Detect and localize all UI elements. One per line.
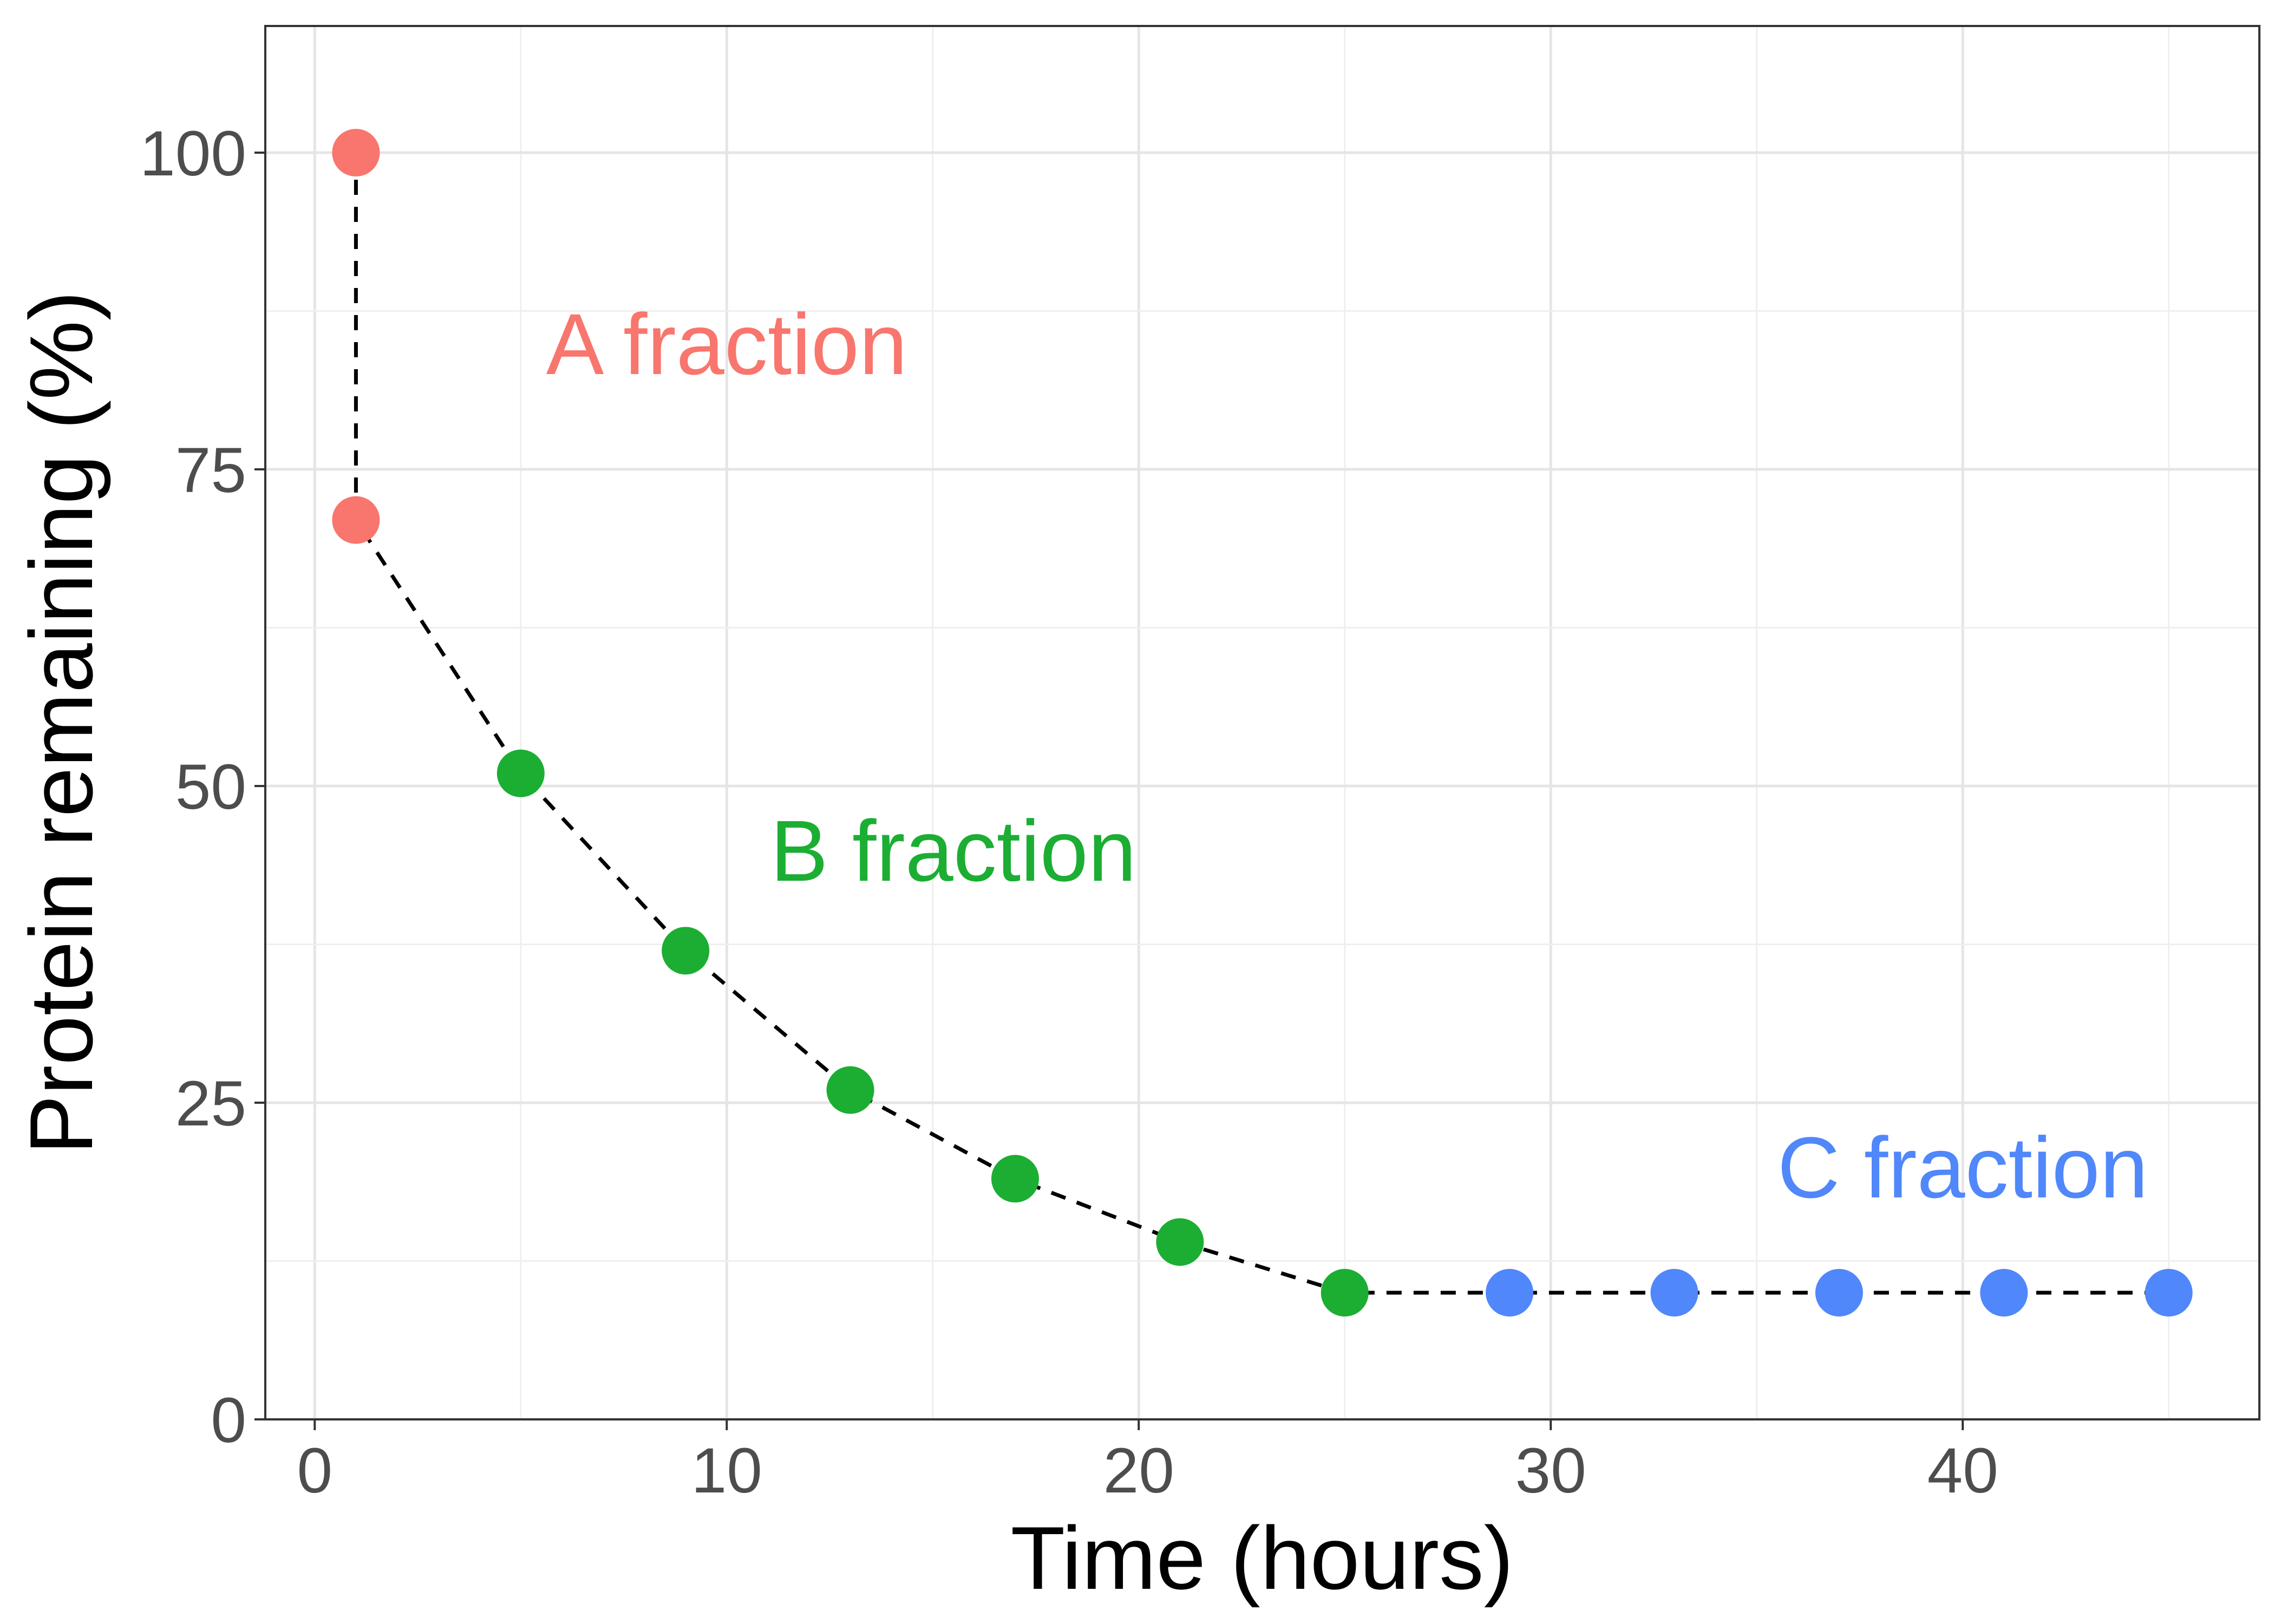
y-tick-label: 25 <box>175 1068 246 1140</box>
x-tick-label: 40 <box>1927 1435 1998 1507</box>
data-point-b-fraction <box>496 749 545 797</box>
y-tick-label: 100 <box>140 118 246 189</box>
x-tick-label: 30 <box>1515 1435 1586 1507</box>
x-axis-title: Time (hours) <box>1010 1508 1513 1608</box>
data-point-b-fraction <box>1321 1269 1369 1317</box>
annotation-b-fraction: B fraction <box>770 802 1136 899</box>
data-point-b-fraction <box>1156 1218 1204 1266</box>
y-tick-label: 50 <box>175 751 246 823</box>
annotations: A fraction B fraction C fraction <box>546 296 2148 1216</box>
data-point-a-fraction <box>332 496 380 544</box>
y-tick-label: 75 <box>175 435 246 506</box>
data-point-b-fraction <box>991 1155 1039 1203</box>
x-tick-label: 10 <box>691 1435 762 1507</box>
y-axis-title: Protein remaining (%) <box>11 291 111 1155</box>
data-point-c-fraction <box>1815 1269 1863 1317</box>
data-point-b-fraction <box>662 927 710 975</box>
data-point-c-fraction <box>2145 1269 2193 1317</box>
annotation-c-fraction: C fraction <box>1778 1119 2148 1216</box>
axis-ticks: 0 10 20 30 40 0 25 50 75 100 <box>140 118 1998 1507</box>
y-tick-label: 0 <box>211 1385 246 1456</box>
x-tick-label: 0 <box>297 1435 332 1507</box>
data-point-c-fraction <box>1486 1269 1534 1317</box>
data-point-c-fraction <box>1980 1269 2028 1317</box>
panel-border <box>264 25 2260 1420</box>
data-points <box>332 129 2193 1317</box>
data-point-a-fraction <box>332 129 380 176</box>
data-point-c-fraction <box>1650 1269 1698 1317</box>
annotation-a-fraction: A fraction <box>546 296 907 392</box>
data-point-b-fraction <box>826 1066 874 1114</box>
x-tick-label: 20 <box>1103 1435 1174 1507</box>
